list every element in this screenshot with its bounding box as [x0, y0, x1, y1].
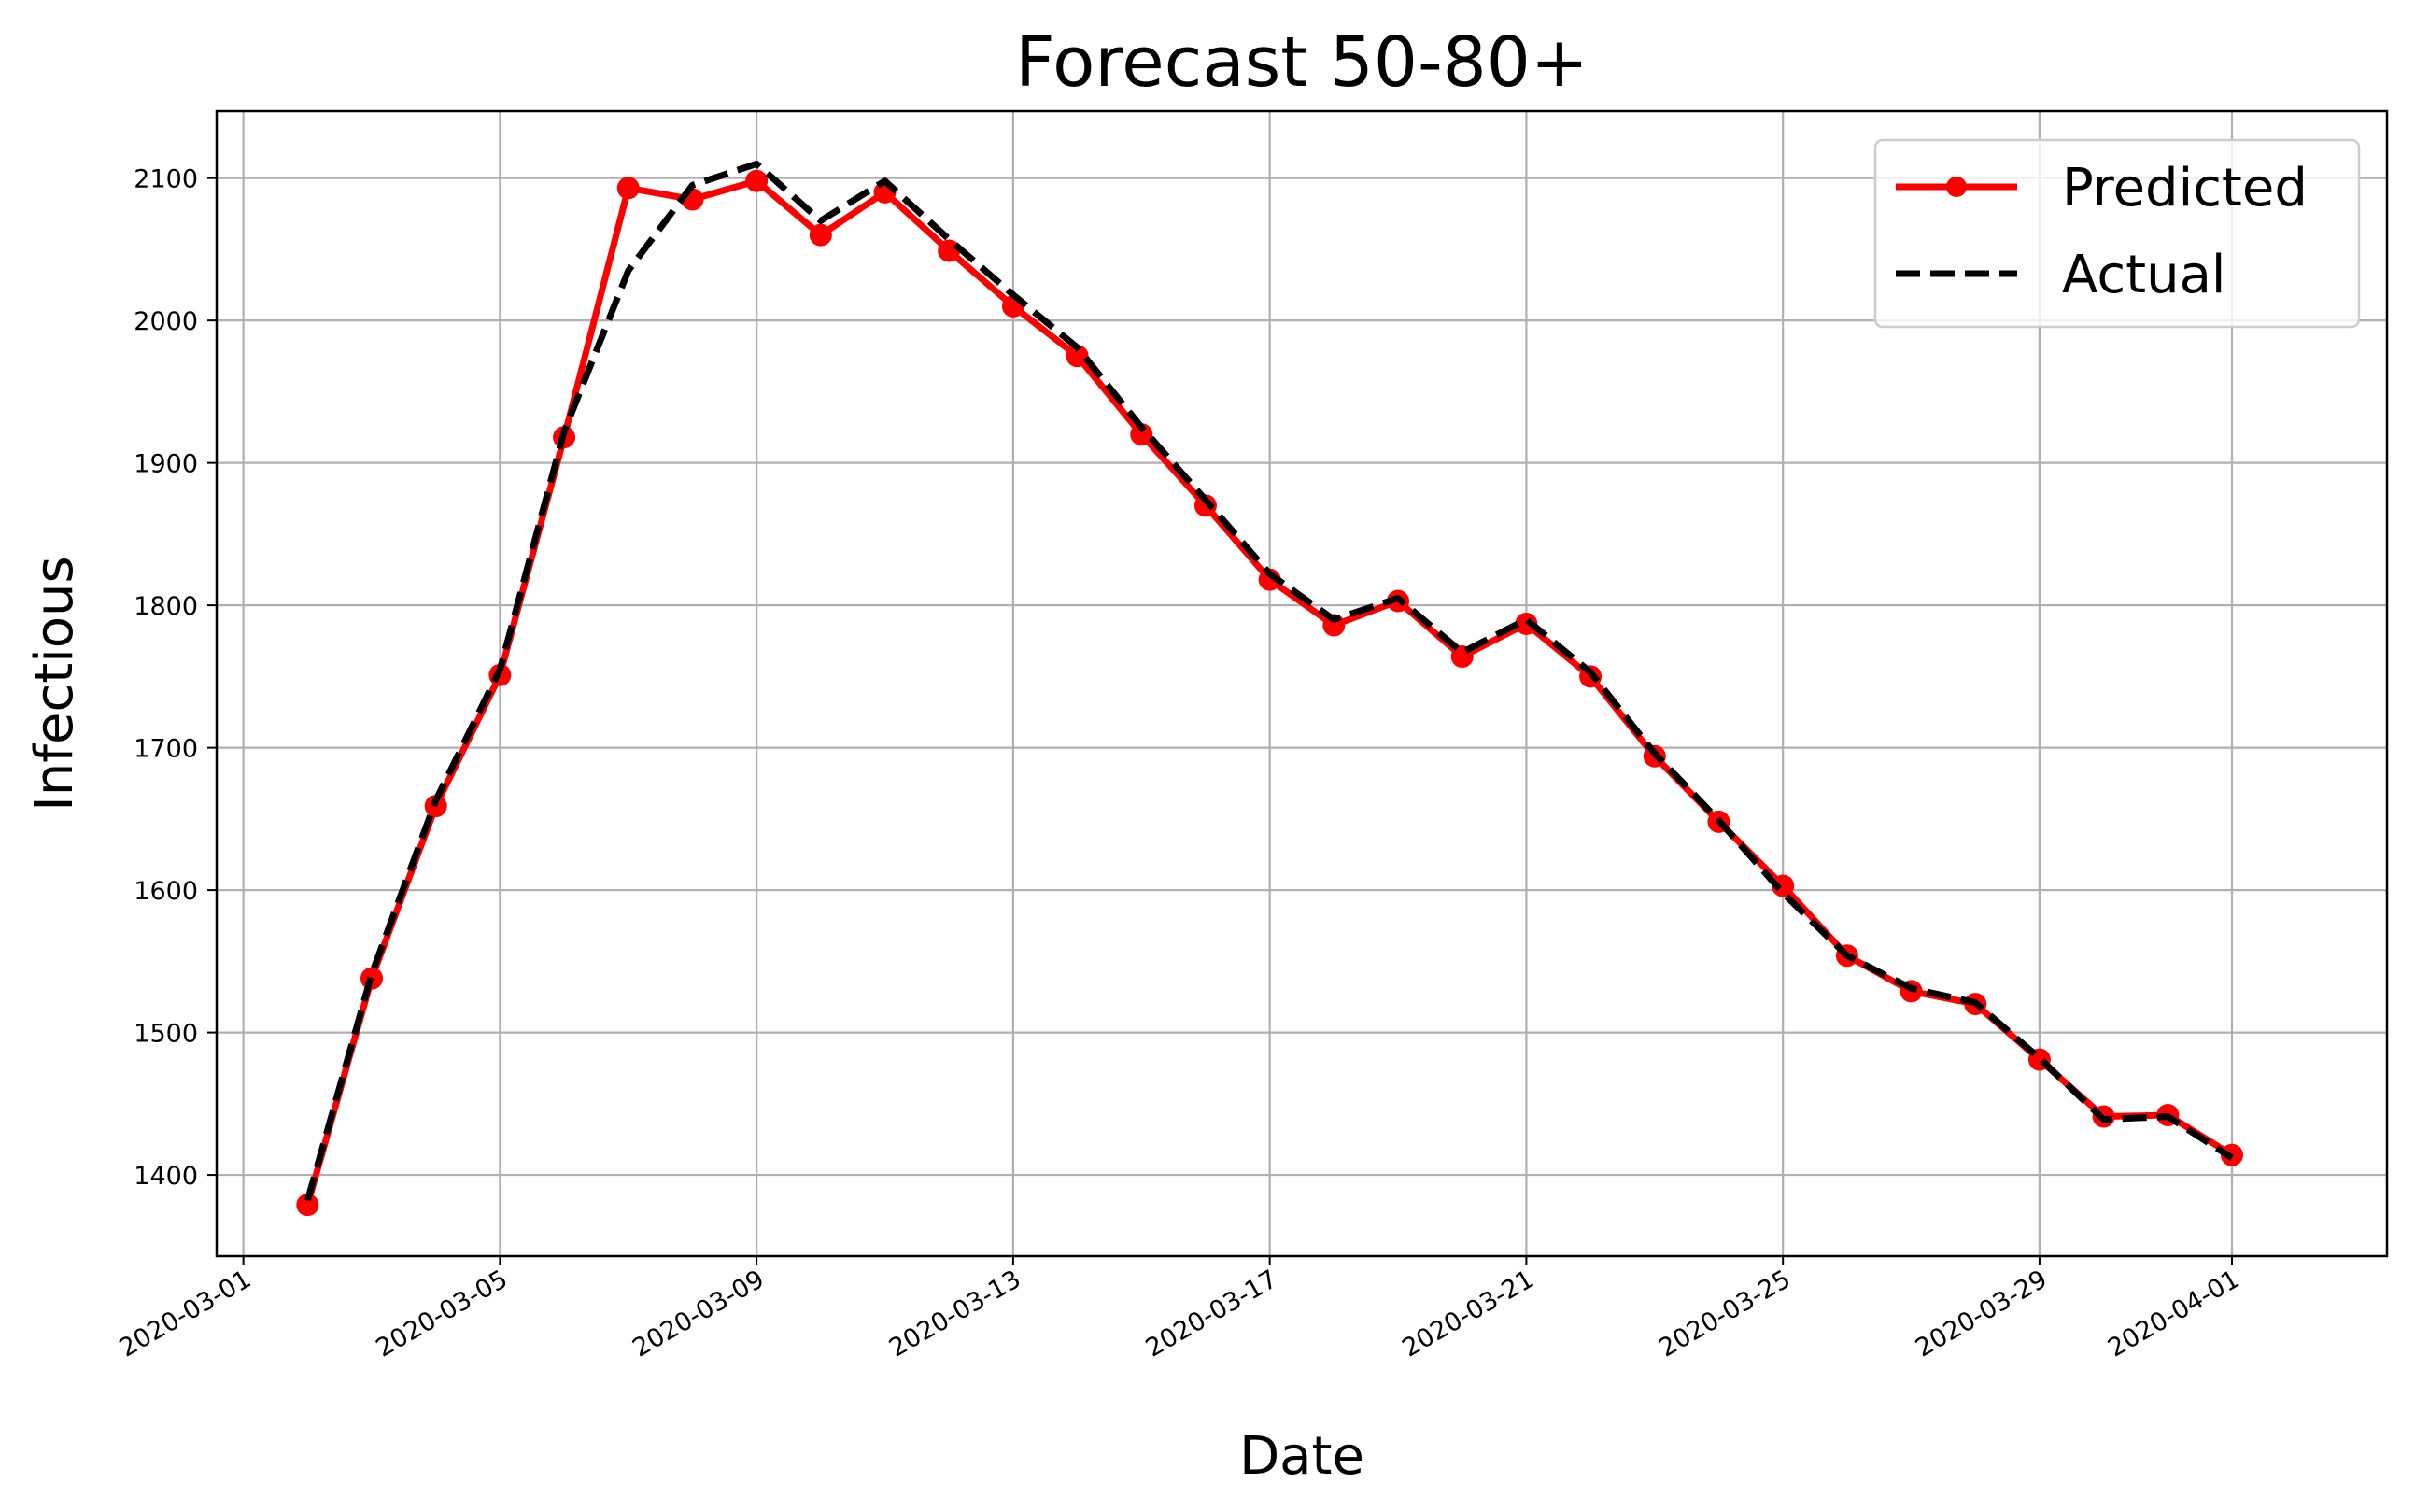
- plot-frame: [215, 109, 2389, 1258]
- predicted-point: [1772, 874, 1795, 897]
- predicted-point: [296, 1194, 319, 1217]
- predicted-point: [1193, 494, 1217, 517]
- chart-title: Forecast 50-80+: [1015, 22, 1589, 103]
- y-tick-label: 2100: [134, 165, 198, 194]
- predicted-point: [1066, 345, 1089, 368]
- predicted-point: [616, 177, 640, 200]
- legend-actual-label: Actual: [2062, 245, 2225, 305]
- y-tick-label: 1400: [134, 1162, 198, 1191]
- y-tick-label: 2000: [134, 307, 198, 336]
- predicted-point: [938, 239, 961, 262]
- predicted-point: [1515, 612, 1538, 635]
- y-axis-title: Infectious: [24, 556, 85, 811]
- predicted-point: [809, 223, 832, 247]
- y-tick-label: 1500: [134, 1020, 198, 1049]
- legend: Predicted Actual: [1873, 138, 2361, 329]
- y-tick-label: 1700: [134, 735, 198, 764]
- predicted-point: [745, 169, 769, 192]
- y-tick-label: 1600: [134, 877, 198, 906]
- y-tick-label: 1900: [134, 450, 198, 479]
- legend-predicted-marker: [1946, 177, 1967, 197]
- actual-series-line: [304, 160, 2234, 1202]
- y-tick-label: 1800: [134, 592, 198, 621]
- x-axis-title: Date: [1239, 1426, 1364, 1487]
- series-layer: [296, 160, 2243, 1217]
- legend-predicted-label: Predicted: [2062, 158, 2308, 219]
- predicted-point: [1130, 423, 1153, 446]
